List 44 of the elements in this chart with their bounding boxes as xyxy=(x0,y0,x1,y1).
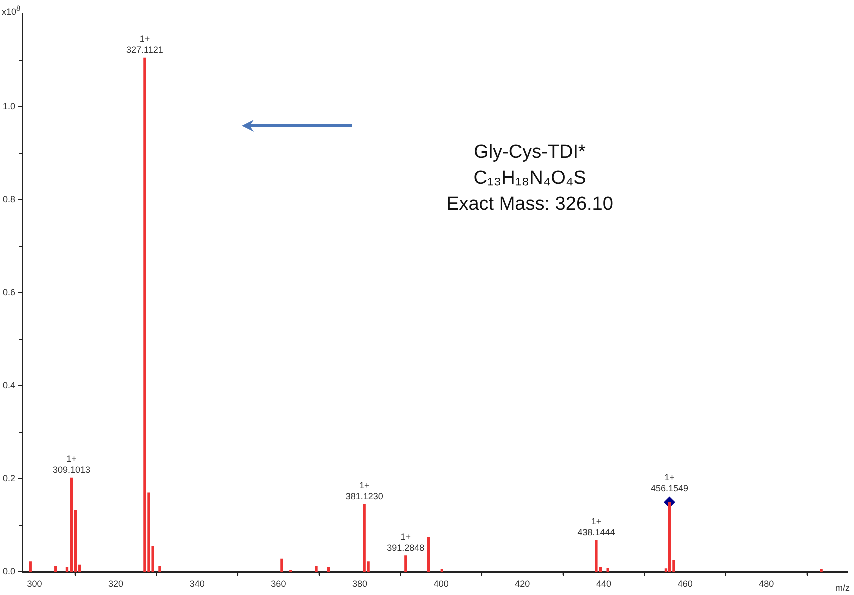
annotation: 1+ 327.1121 xyxy=(126,34,164,56)
y-axis-title: x10$^{8}$ xyxy=(2,4,21,17)
x-tick-label: 480 xyxy=(759,579,774,590)
x-tick-label: 440 xyxy=(596,579,612,590)
bar xyxy=(70,478,74,572)
annotation: C₁₃H₁₈N₄O₄S xyxy=(472,167,588,191)
x-tick-label: 360 xyxy=(271,579,286,590)
bar xyxy=(54,566,58,572)
x-tick-label: 420 xyxy=(515,579,530,590)
annotation: Exact Mass: 326.10 xyxy=(446,193,614,217)
y-tick-label: 0.2 xyxy=(2,474,16,484)
annotation: 1+ 309.1013 xyxy=(52,454,90,476)
annotation: 1+ 456.1549 xyxy=(650,472,688,494)
bar xyxy=(327,567,330,572)
bar xyxy=(440,570,444,572)
y-tick-label: 0.4 xyxy=(2,380,16,391)
bar xyxy=(158,566,162,572)
annotation: 1+ 391.2848 xyxy=(387,532,425,553)
x-tick-label: 320 xyxy=(108,579,124,590)
x-tick-label: 300 xyxy=(27,579,42,590)
bar xyxy=(280,558,284,572)
bar xyxy=(668,502,672,572)
bar xyxy=(427,536,430,572)
y-tick-label: 0.6 xyxy=(2,288,16,298)
y-tick-label: 0.0 xyxy=(2,566,16,577)
annotation: 1+ 438.1444 xyxy=(578,516,616,538)
bar xyxy=(315,566,318,572)
x-tick-label: 460 xyxy=(678,579,693,590)
bar xyxy=(595,540,598,572)
annotation: Gly-Cys-TDI* xyxy=(473,141,587,165)
bar xyxy=(404,556,408,572)
bar xyxy=(66,567,69,572)
x-axis-title: m/z xyxy=(836,583,850,593)
bar xyxy=(144,58,146,572)
bar xyxy=(363,504,366,572)
x-tick-label: 380 xyxy=(352,579,368,590)
x-tick-label: 400 xyxy=(434,579,449,590)
y-tick-label: 1.0 xyxy=(2,102,16,112)
bar xyxy=(606,568,610,572)
annotation: 1+ 381.1230 xyxy=(346,480,384,502)
bar xyxy=(29,562,32,572)
y-tick-label: 0.8 xyxy=(2,194,16,205)
bar xyxy=(820,570,823,572)
x-tick-label: 340 xyxy=(190,579,205,590)
